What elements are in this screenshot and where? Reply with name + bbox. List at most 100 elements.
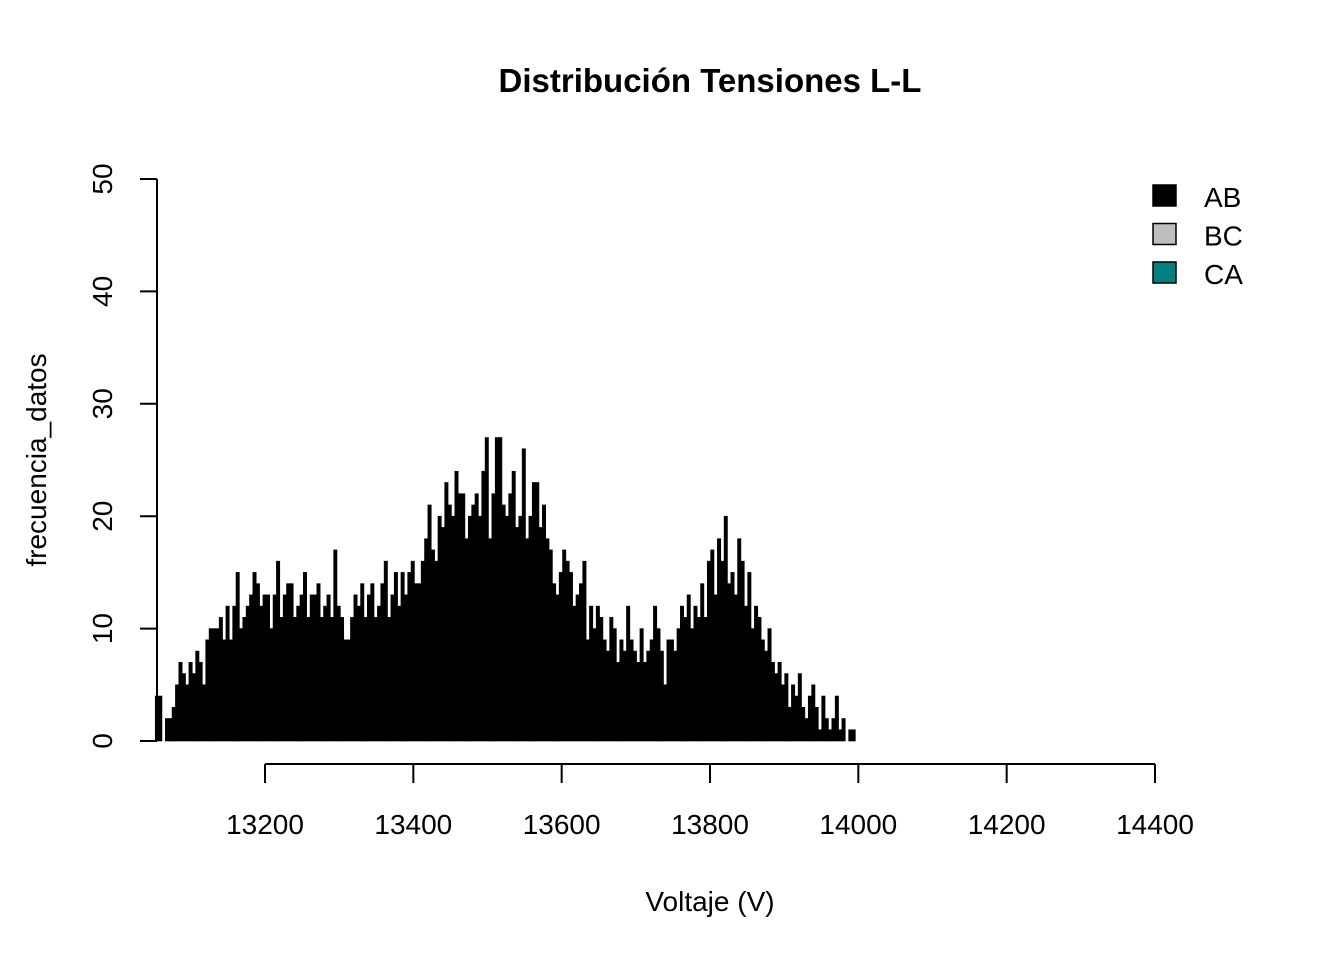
legend-swatch-ab xyxy=(1152,184,1177,207)
histogram-bar xyxy=(208,628,213,742)
histogram-bar xyxy=(784,673,789,742)
histogram-bar xyxy=(565,560,570,742)
histogram-bar xyxy=(599,617,604,742)
histogram-bar xyxy=(804,718,809,742)
histogram-bar xyxy=(764,650,769,742)
histogram-bar xyxy=(622,650,627,742)
histogram-bar xyxy=(269,628,274,742)
histogram-bar xyxy=(723,515,728,742)
histogram-bar xyxy=(545,538,550,742)
histogram-bar xyxy=(629,639,634,742)
histogram-bar xyxy=(777,662,782,742)
histogram-bar xyxy=(821,695,826,742)
histogram-bar xyxy=(255,583,260,742)
histogram-bar xyxy=(366,594,371,742)
histogram-bar xyxy=(794,695,799,742)
histogram-bar xyxy=(474,493,479,742)
histogram-bar xyxy=(518,515,523,742)
histogram-bar xyxy=(757,617,762,742)
histogram-bar xyxy=(740,560,745,742)
histogram-bar xyxy=(602,639,607,742)
histogram-bar xyxy=(851,729,856,742)
histogram-bar xyxy=(595,605,600,742)
histogram-bar xyxy=(303,572,308,742)
histogram-bar xyxy=(653,605,658,742)
legend: AB BC CA xyxy=(1152,182,1243,290)
histogram-bar xyxy=(696,617,701,742)
y-axis-label: frecuencia_datos xyxy=(21,353,52,566)
histogram-bar xyxy=(666,639,671,742)
histogram-bar xyxy=(834,695,839,742)
histogram-bar xyxy=(454,470,459,742)
histogram-bar xyxy=(787,706,792,742)
histogram-bar xyxy=(535,482,540,742)
histogram-bar xyxy=(525,538,530,742)
histogram-bar xyxy=(202,684,207,742)
histogram-bar xyxy=(471,504,476,742)
histogram-bar xyxy=(272,594,277,742)
histogram-bar xyxy=(309,594,314,742)
histogram-bar xyxy=(218,617,223,742)
histogram-bar xyxy=(663,684,668,742)
histogram-bar xyxy=(807,695,812,742)
histogram-bar xyxy=(353,594,358,742)
histogram-bar xyxy=(491,493,496,742)
histogram-bar xyxy=(306,617,311,742)
histogram-bar xyxy=(632,650,637,742)
histogram-bar xyxy=(828,729,833,742)
histogram-bar xyxy=(659,650,664,742)
histogram-bar xyxy=(703,617,708,742)
histogram-bar xyxy=(198,662,203,742)
y-tick-label: 0 xyxy=(87,733,118,749)
histogram-bar xyxy=(175,684,180,742)
histogram-bar xyxy=(616,662,621,742)
histogram-bar xyxy=(461,493,466,742)
histogram-bar xyxy=(848,729,853,742)
histogram-bar xyxy=(515,527,520,742)
histogram-bar xyxy=(592,628,597,742)
histogram-bar xyxy=(478,515,483,742)
histogram-bar xyxy=(575,594,580,742)
legend-label-ca: CA xyxy=(1204,259,1243,290)
x-tick-label: 13800 xyxy=(671,809,749,840)
y-axis: 0 10 20 30 40 50 xyxy=(87,163,158,749)
histogram-bar xyxy=(444,482,449,742)
legend-swatch-bc xyxy=(1152,222,1177,246)
histogram-bar xyxy=(441,527,446,742)
histogram-bar xyxy=(373,617,378,742)
histogram-bar xyxy=(282,594,287,742)
histogram-bar xyxy=(447,504,452,742)
legend-label-ab: AB xyxy=(1204,182,1241,213)
histogram-bar xyxy=(481,470,486,742)
histogram-bar xyxy=(370,583,375,742)
y-tick-label: 50 xyxy=(87,163,118,194)
histogram-bar xyxy=(619,639,624,742)
x-tick-label: 13200 xyxy=(226,809,304,840)
histogram-bar xyxy=(340,617,345,742)
histogram-bar xyxy=(626,605,631,742)
histogram-bar xyxy=(579,583,584,742)
histogram-bar xyxy=(737,538,742,742)
histogram-bar xyxy=(259,605,264,742)
legend-label-bc: BC xyxy=(1204,221,1243,252)
histogram-bar xyxy=(252,572,257,742)
histogram-bar xyxy=(424,538,429,742)
histogram-bar xyxy=(404,594,408,742)
histogram-bar xyxy=(171,706,176,742)
histogram-bar xyxy=(609,617,614,742)
histogram-bar xyxy=(750,628,755,742)
histogram-bar xyxy=(713,594,718,742)
histogram-bar xyxy=(548,549,553,742)
histogram-bar xyxy=(437,515,442,742)
bars xyxy=(154,437,856,742)
histogram-bar xyxy=(555,594,560,742)
histogram-bar xyxy=(501,504,506,742)
histogram-bar xyxy=(434,560,439,742)
histogram-bar xyxy=(484,437,489,742)
histogram-bar xyxy=(430,549,435,742)
histogram-bar xyxy=(276,560,281,742)
histogram-bar xyxy=(841,718,846,742)
histogram-bar xyxy=(165,718,169,742)
histogram-bar xyxy=(643,662,647,742)
